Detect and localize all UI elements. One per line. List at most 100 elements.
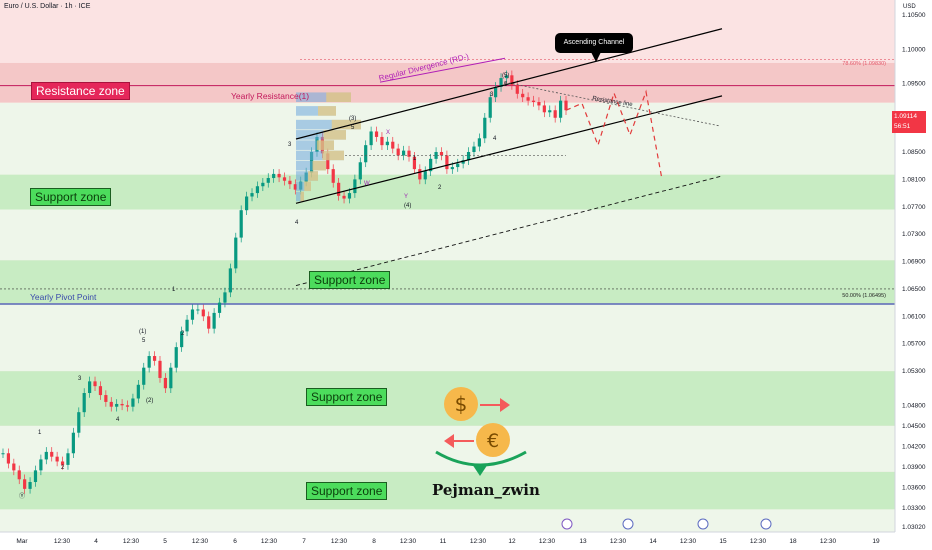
support-zone — [0, 471, 895, 510]
wave-label: 3 — [288, 142, 292, 148]
x-tick-label: 12:30 — [539, 538, 556, 545]
candle-body — [255, 186, 260, 194]
candle-body — [6, 453, 11, 464]
candle-body — [272, 173, 276, 179]
y-tick-label: 1.04200 — [902, 443, 926, 450]
candle-body — [152, 356, 157, 361]
candle-body — [50, 451, 54, 457]
candle-body — [558, 100, 563, 118]
support-zone-label: Support zone — [309, 271, 391, 289]
arrow-right-icon — [480, 398, 510, 412]
volume-profile-bar — [318, 106, 336, 116]
divergence-line — [379, 57, 506, 83]
y-tick-label: 1.10000 — [902, 46, 926, 53]
yearly-pivot-label: Yearly Pivot Point — [30, 292, 97, 302]
candle-body — [277, 173, 281, 178]
brand-watermark: Pejman_zwin — [432, 481, 540, 499]
candle-body — [466, 152, 471, 161]
x-tick-label: 12:30 — [610, 538, 627, 545]
candle-body — [526, 97, 530, 101]
candle-body — [245, 196, 249, 211]
candle-body — [60, 461, 65, 465]
y-tick-label: 1.03020 — [902, 524, 926, 531]
neutral-band — [0, 509, 895, 532]
candle-body — [477, 138, 481, 147]
event-icon — [760, 518, 772, 530]
wave-label: 4 — [493, 136, 497, 142]
x-tick-label: 13 — [579, 538, 587, 545]
x-tick-label: 14 — [649, 538, 657, 545]
candle-body — [234, 237, 238, 269]
x-tick-label: 12:30 — [192, 538, 209, 545]
fib-mid-label: 50.00% (1.06495) — [842, 293, 886, 299]
candle-body — [98, 386, 103, 396]
candle-body — [504, 75, 509, 79]
candle-body — [17, 470, 21, 480]
candle-body — [71, 432, 75, 454]
wave-label: 2 — [438, 185, 442, 191]
support-zone-label: Support zone — [306, 482, 388, 500]
yearly-resistance-label: Yearly Resistance(1) — [231, 91, 310, 101]
x-tick-label: Mar — [16, 538, 28, 545]
currency-label: USD — [903, 4, 916, 10]
wave-label: 1 — [38, 430, 42, 436]
euro-sign: € — [487, 430, 499, 452]
y-tick-label: 1.07700 — [902, 204, 926, 211]
candle-body — [542, 105, 546, 113]
volume-profile-bar — [308, 171, 318, 181]
wave-label: (2) — [146, 398, 154, 404]
time-axis — [0, 532, 932, 550]
candle-body — [418, 169, 422, 180]
candle-body — [142, 367, 146, 385]
volume-profile-bar — [296, 92, 351, 103]
candle-body — [423, 171, 427, 180]
candle-body — [115, 403, 119, 407]
euro-coin-icon — [476, 423, 510, 457]
candle-body — [88, 381, 92, 394]
candle-body — [515, 84, 519, 94]
candle-body — [337, 182, 341, 196]
x-tick-label: 12:30 — [261, 538, 278, 545]
candle-body — [326, 153, 330, 170]
volume-profile-bar — [316, 140, 334, 150]
volume-profile-bar — [312, 160, 326, 171]
y-tick-label: 1.08500 — [902, 149, 926, 156]
y-tick-label: 1.06900 — [902, 259, 926, 266]
candle-body — [239, 210, 243, 238]
volume-profile-bar — [296, 160, 326, 171]
candle-body — [136, 384, 140, 399]
candle-body — [66, 453, 70, 465]
x-tick-label: 5 — [163, 538, 167, 545]
event-icon — [622, 518, 634, 530]
wave-label: (4) — [404, 203, 412, 209]
x-tick-label: 19 — [872, 538, 880, 545]
candle-body — [407, 150, 411, 157]
candle-body — [564, 100, 568, 111]
current-price-tag: 1.09114 56:51 — [892, 111, 926, 133]
current-price: 1.09114 — [894, 113, 918, 120]
candle-body — [212, 312, 216, 329]
neutral-band — [0, 303, 895, 372]
volume-profile-bar — [322, 150, 344, 161]
wave-label: 5 — [351, 125, 355, 131]
candle-body — [369, 131, 373, 146]
candle-body — [456, 163, 460, 168]
y-tick-label: 1.06500 — [902, 286, 926, 293]
wave-label: X — [386, 130, 391, 136]
candle-body — [201, 309, 205, 317]
volume-profile-bar — [296, 181, 311, 192]
wave-label: Ⓨ — [19, 494, 26, 500]
x-tick-label: 12:30 — [54, 538, 71, 545]
x-tick-label: 12:30 — [400, 538, 417, 545]
x-tick-label: 12:30 — [331, 538, 348, 545]
fib-top-label: 78.60% (1.09830) — [842, 61, 886, 67]
bar-countdown: 56:51 — [894, 123, 911, 130]
resistance-line — [504, 81, 721, 127]
channel-upper-line — [295, 28, 723, 140]
neutral-band — [0, 209, 895, 261]
candle-body — [434, 152, 438, 159]
support-zone — [0, 174, 895, 210]
candle-body — [125, 405, 130, 407]
y-tick-label: 1.03600 — [902, 484, 926, 491]
